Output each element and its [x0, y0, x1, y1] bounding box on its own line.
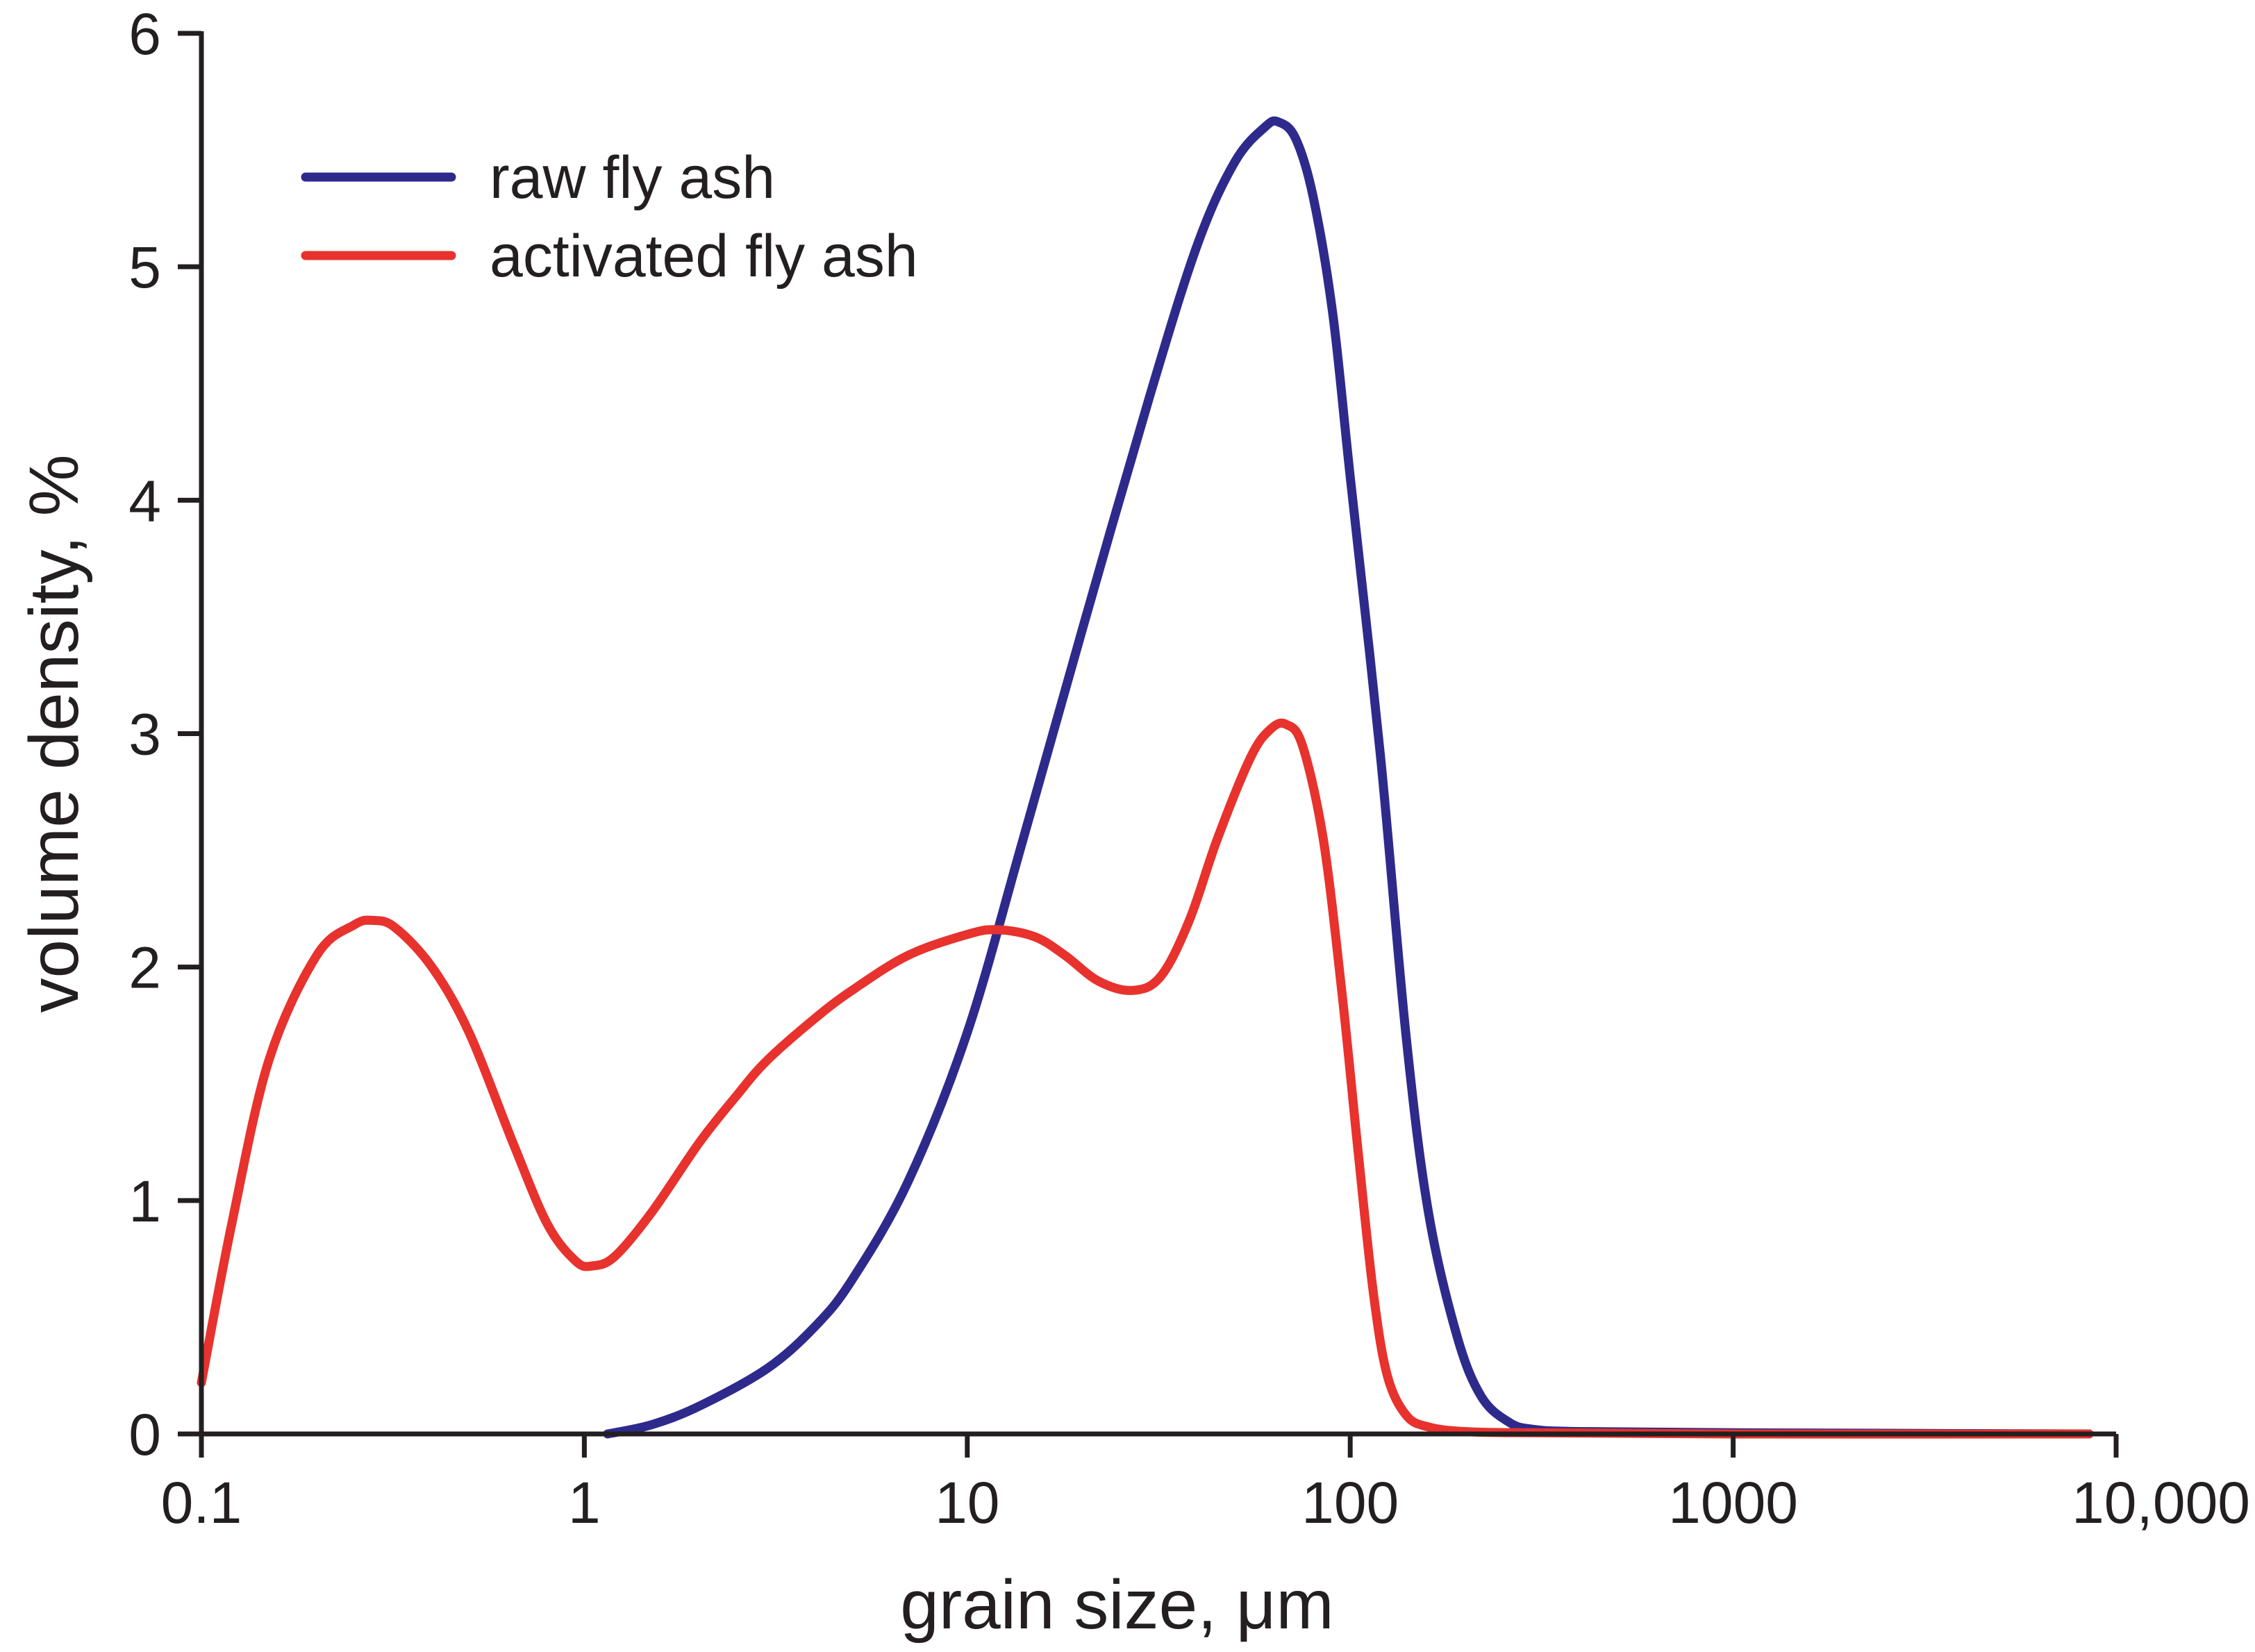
- y-tick-label-2: 2: [128, 935, 161, 1001]
- series-layer: [197, 116, 2094, 1439]
- x-tick-label-0.1: 0.1: [161, 1470, 242, 1535]
- series-line-raw-fly-ash: [603, 116, 2094, 1439]
- x-tick-label-1: 1: [568, 1470, 601, 1535]
- x-tick-label-10,000: 10,000: [2072, 1470, 2250, 1535]
- y-tick-label-1: 1: [128, 1169, 161, 1234]
- x-tick-label-100: 100: [1301, 1470, 1399, 1535]
- axes: [199, 31, 2116, 1437]
- y-axis-title: volume density, %: [15, 454, 93, 1012]
- x-tick-label-10: 10: [935, 1470, 999, 1535]
- y-tick-label-5: 5: [128, 235, 161, 300]
- x-axis-title: grain size, μm: [900, 1566, 1333, 1644]
- ticks: 0 1 2 3 4 5 6 0.1 1 10 100 1000 10,000: [128, 1, 2250, 1535]
- y-tick-label-3: 3: [128, 702, 161, 767]
- y-tick-label-6: 6: [128, 1, 161, 67]
- y-tick-label-0: 0: [128, 1402, 161, 1467]
- x-tick-label-1000: 1000: [1668, 1470, 1798, 1535]
- y-tick-label-4: 4: [128, 468, 161, 533]
- series-line-activated-fly-ash: [197, 718, 2094, 1439]
- legend: raw fly ash activated fly ash: [301, 144, 918, 290]
- legend-label-raw-fly-ash: raw fly ash: [490, 144, 775, 211]
- legend-label-activated-fly-ash: activated fly ash: [490, 223, 918, 290]
